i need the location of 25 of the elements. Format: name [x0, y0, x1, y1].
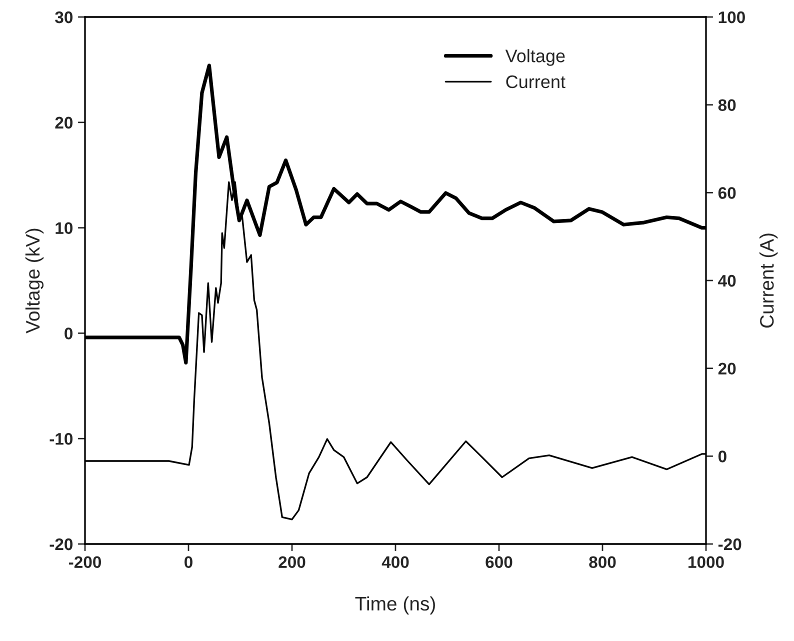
x-tick-label: 200 — [278, 556, 306, 568]
y2-tick-label: 60 — [718, 187, 736, 199]
y-tick-label: -10 — [50, 433, 73, 445]
legend-label: Current — [506, 75, 566, 88]
x-tick-label: 400 — [382, 556, 409, 568]
x-tick-label: 1000 — [688, 556, 724, 568]
x-tick-label: 600 — [486, 556, 512, 568]
y2-tick-label: 0 — [718, 450, 726, 462]
y2-axis-title: Current (A) — [760, 234, 778, 328]
y-tick-label: 20 — [55, 116, 73, 129]
y-axis-title: Voltage (kV) — [25, 228, 44, 334]
y2-tick-label: 80 — [718, 99, 736, 112]
x-tick-label: 0 — [184, 556, 192, 568]
y2-tick-label: 40 — [718, 274, 736, 287]
y-tick-label: 10 — [56, 222, 73, 234]
y-tick-label: 30 — [55, 11, 73, 24]
y-tick-label: 0 — [64, 328, 73, 340]
x-axis-title: Time (ns) — [355, 596, 435, 614]
x-tick-label: 800 — [589, 556, 616, 568]
legend-label: Voltage — [505, 49, 565, 66]
x-tick-label: -200 — [68, 556, 101, 568]
y2-tick-label: 100 — [718, 11, 745, 24]
y2-tick-label: -20 — [718, 538, 742, 550]
y2-tick-label: 20 — [718, 362, 736, 375]
y-tick-label: -20 — [50, 538, 73, 550]
